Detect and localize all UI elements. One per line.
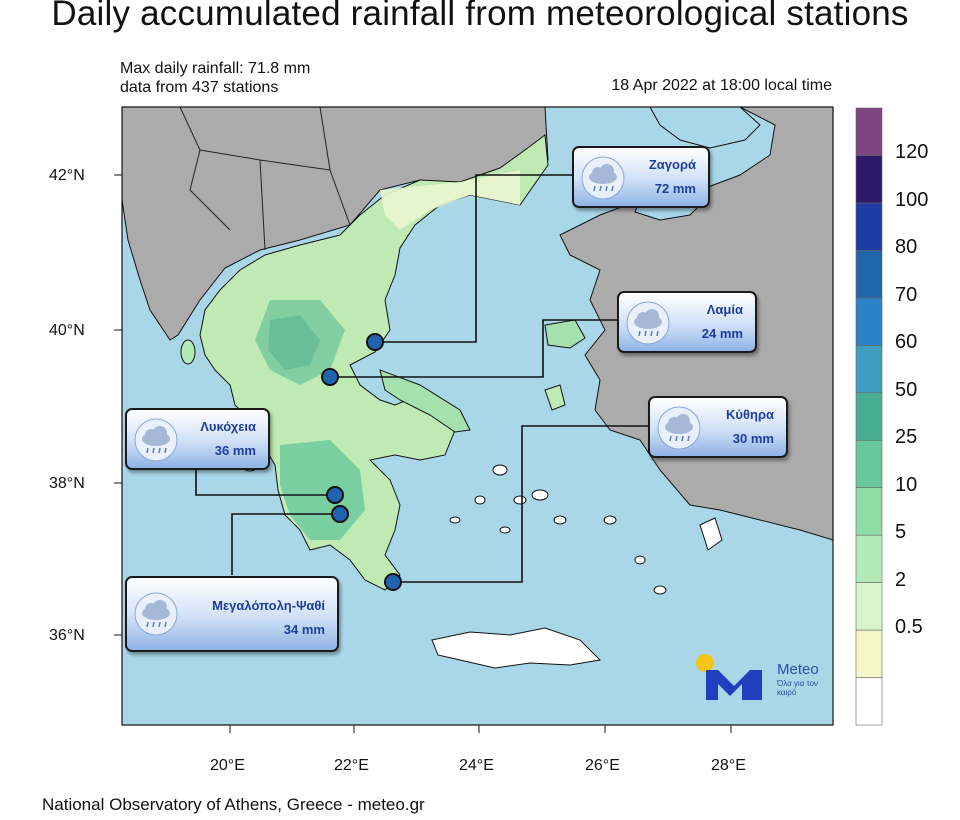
colorbar-label: 25	[895, 426, 918, 449]
colorbar-label: 70	[895, 283, 918, 306]
logo-tagline: Όλα για τον καιρό	[777, 679, 819, 697]
station-marker-lamia[interactable]	[321, 368, 339, 386]
station-name: Λυκόχεια	[200, 419, 256, 434]
rain-cloud-icon	[134, 592, 178, 636]
colorbar-swatch	[855, 155, 883, 204]
station-markers	[321, 333, 402, 591]
colorbar-label: 100	[895, 188, 929, 211]
meteo-logo	[696, 654, 762, 700]
black-sea	[649, 106, 761, 149]
colorbar-swatch	[855, 297, 883, 346]
station-name: Κύθηρα	[726, 407, 774, 422]
lat-label-42: 42°N	[49, 167, 85, 184]
rain-zone-pindus	[268, 315, 320, 370]
station-marker-zagora[interactable]	[366, 333, 384, 351]
station-name: Ζαγορά	[648, 157, 696, 172]
colorbar-label: 80	[895, 236, 918, 259]
station-marker-lykocheia[interactable]	[326, 486, 344, 504]
colorbar-swatch	[855, 202, 883, 251]
lat-label-36: 36°N	[49, 627, 85, 644]
colorbar	[855, 107, 883, 726]
rain-cloud-icon	[134, 418, 178, 462]
rain-zone-light-north	[380, 170, 520, 230]
station-count-text: data from 437 stations	[120, 79, 279, 96]
colorbar-label: 5	[895, 521, 907, 544]
station-name: Μεγαλόπολη-Ψαθί	[212, 598, 325, 613]
logo-word: Meteo	[777, 661, 819, 678]
colorbar-label: 50	[895, 378, 918, 401]
rain-cloud-icon	[581, 156, 625, 200]
colorbar-swatch	[855, 487, 883, 536]
rain-cloud-icon	[657, 406, 701, 450]
callout-lykocheia[interactable]: Λυκόχεια 36 mm	[125, 408, 270, 470]
timestamp: 18 Apr 2022 at 18:00 local time	[611, 77, 832, 94]
colorbar-label: 10	[895, 473, 918, 496]
colorbar-label: 60	[895, 331, 918, 354]
colorbar-swatch	[855, 250, 883, 299]
colorbar-label: 2	[895, 568, 907, 591]
colorbar-swatch	[855, 439, 883, 488]
rhodes-island	[699, 517, 723, 551]
lon-label-28: 28°E	[711, 757, 746, 774]
callout-kythira[interactable]: Κύθηρα 30 mm	[648, 396, 788, 458]
lon-label-26: 26°E	[585, 757, 620, 774]
colorbar-label: 0.5	[895, 616, 923, 639]
colorbar-swatch	[855, 107, 883, 156]
lon-label-20: 20°E	[210, 757, 245, 774]
footer-credit: National Observatory of Athens, Greece -…	[42, 795, 425, 814]
station-marker-megalopoli[interactable]	[331, 505, 349, 523]
colorbar-swatch	[855, 677, 883, 726]
axis-ticks	[114, 174, 732, 733]
lesbos-island	[544, 319, 586, 349]
callout-lamia[interactable]: Λαμία 24 mm	[617, 291, 757, 353]
country-borders	[179, 106, 351, 251]
callout-megalopoli[interactable]: Μεγαλόπολη-Ψαθί 34 mm	[125, 576, 339, 652]
euboea-island	[379, 369, 471, 433]
leader-lines	[195, 174, 648, 583]
chios-island	[544, 384, 566, 411]
colorbar-swatch	[855, 629, 883, 678]
rain-cloud-icon	[626, 301, 670, 345]
colorbar-swatch	[855, 534, 883, 583]
station-name: Λαμία	[706, 302, 743, 317]
station-rainfall: 36 mm	[214, 443, 256, 458]
max-rainfall-text: Max daily rainfall: 71.8 mm	[120, 60, 311, 77]
lat-label-40: 40°N	[49, 322, 85, 339]
station-rainfall: 30 mm	[732, 431, 774, 446]
map-stats: Max daily rainfall: 71.8 mm data from 43…	[120, 59, 310, 97]
meteo-m-mark	[706, 670, 762, 700]
cyclades-islands	[449, 464, 667, 595]
station-rainfall: 24 mm	[701, 326, 743, 341]
map-title: Daily accumulated rainfall from meteorol…	[51, 0, 909, 33]
colorbar-swatch	[855, 582, 883, 631]
lon-label-22: 22°E	[334, 757, 369, 774]
sun-icon	[696, 654, 714, 672]
crete-island	[431, 627, 602, 669]
lon-label-24: 24°E	[459, 757, 494, 774]
callout-zagora[interactable]: Ζαγορά 72 mm	[572, 146, 710, 208]
station-rainfall: 34 mm	[283, 622, 325, 637]
map-frame	[121, 106, 834, 726]
station-marker-kythira[interactable]	[384, 573, 402, 591]
colorbar-swatch	[855, 345, 883, 394]
lat-label-38: 38°N	[49, 475, 85, 492]
colorbar-label: 120	[895, 141, 929, 164]
colorbar-swatch	[855, 392, 883, 441]
station-rainfall: 72 mm	[654, 181, 696, 196]
